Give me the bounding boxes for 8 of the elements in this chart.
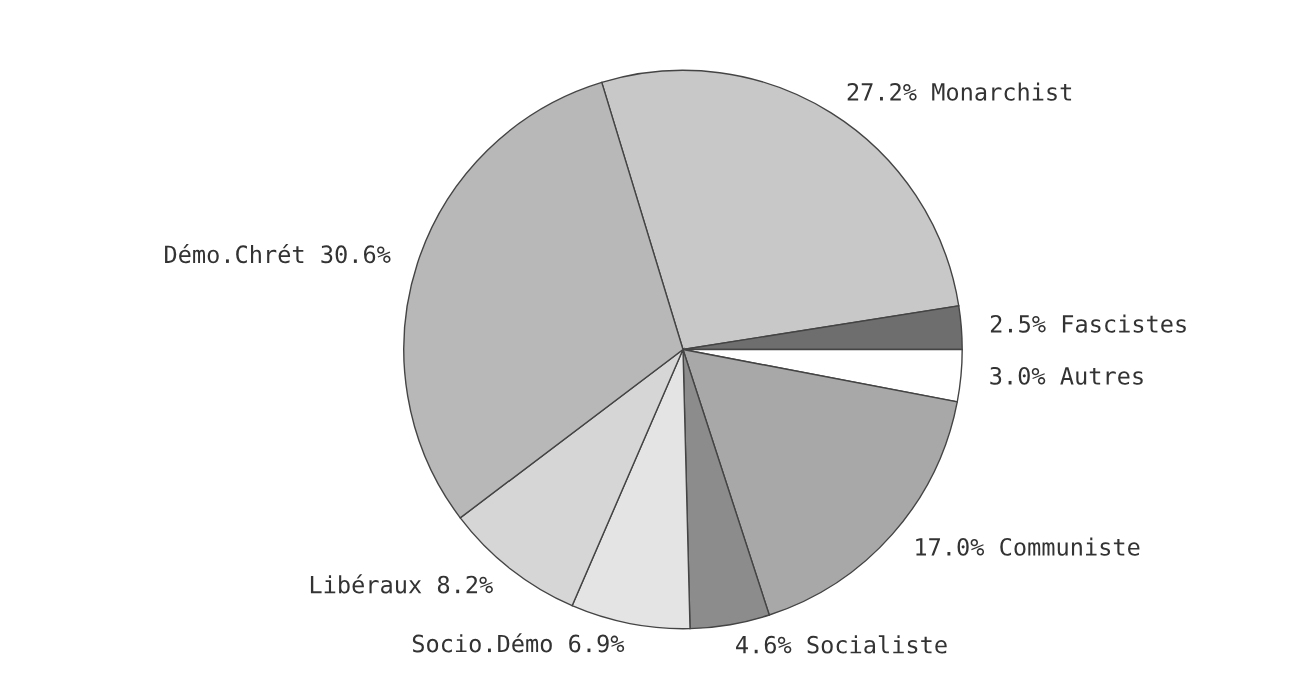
slice-label: Socio.Démo 6.9% [412,633,625,653]
slice-label: 2.5% Fascistes [990,314,1186,333]
slice-label: 27.2% Monarchist [847,82,1072,101]
slice-label: 3.0% Autres [990,366,1143,385]
slice-label: Libéraux 8.2% [310,574,493,594]
slice-label: 17.0% Communiste [916,537,1140,556]
slice-label: 4.6% Socialiste [736,635,947,654]
slice-label: Démo.Chrét 30.6% [165,244,391,264]
